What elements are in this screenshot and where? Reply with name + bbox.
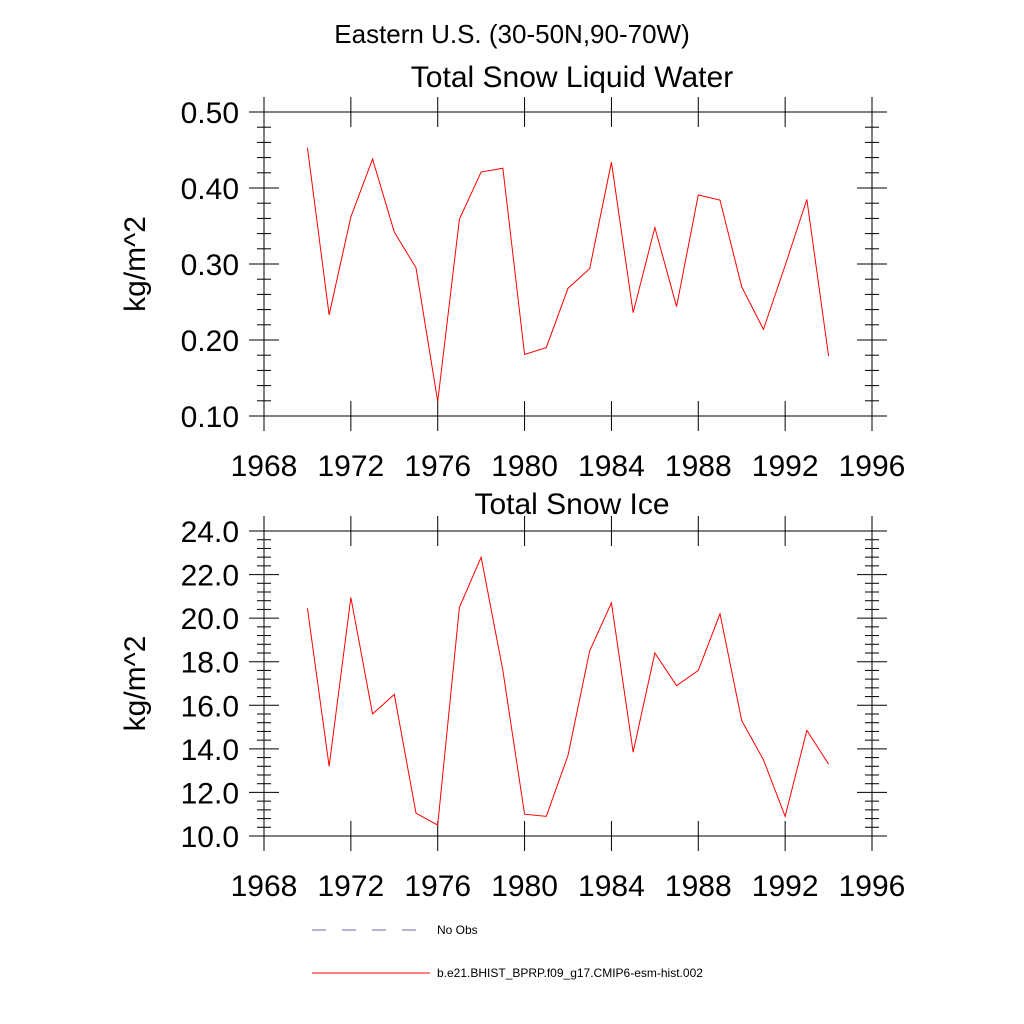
x-tick-label: 1988 (665, 450, 732, 483)
y-tick-label: 12.0 (181, 777, 239, 810)
y-tick-label: 0.50 (181, 97, 239, 130)
y-tick-label: 24.0 (181, 516, 239, 549)
x-tick-label: 1976 (404, 450, 471, 483)
y-tick-label: 14.0 (181, 734, 239, 767)
x-tick-label: 1996 (839, 870, 906, 903)
x-tick-label: 1996 (839, 450, 906, 483)
y-tick-label: 0.30 (181, 249, 239, 282)
x-tick-label: 1972 (317, 450, 384, 483)
series-line (306, 147, 830, 402)
y-axis-label: kg/m^2 (119, 216, 152, 312)
y-tick-label: 0.10 (181, 401, 239, 434)
x-tick-label: 1968 (231, 450, 298, 483)
y-axis-label: kg/m^2 (119, 636, 152, 732)
y-tick-label: 0.40 (181, 173, 239, 206)
x-tick-label: 1984 (578, 870, 645, 903)
x-tick-label: 1992 (752, 450, 819, 483)
x-tick-label: 1988 (665, 870, 732, 903)
chart-title: Total Snow Ice (474, 488, 669, 521)
y-tick-label: 0.20 (181, 325, 239, 358)
x-tick-label: 1976 (404, 870, 471, 903)
plot-frame (263, 530, 873, 837)
series-line (306, 555, 829, 826)
chart-title: Total Snow Liquid Water (411, 61, 733, 94)
x-tick-label: 1980 (491, 450, 558, 483)
y-tick-label: 10.0 (181, 821, 239, 854)
x-tick-label: 1992 (752, 870, 819, 903)
y-tick-label: 16.0 (181, 690, 239, 723)
x-tick-label: 1980 (491, 870, 558, 903)
chart-panel-snow-liquid-water: Total Snow Liquid Water 1968 1972 1976 1980 1… (119, 61, 905, 483)
plot-frame (263, 111, 873, 417)
x-tick-label: 1984 (578, 450, 645, 483)
y-tick-label: 18.0 (181, 647, 239, 680)
figure-suptitle: Eastern U.S. (30-50N,90-70W) (334, 19, 689, 49)
x-tick-label: 1972 (317, 870, 384, 903)
legend: No Obs b.e21.BHIST_BPRP.f09_g17.CMIP6-es… (312, 923, 703, 980)
legend-label-model: b.e21.BHIST_BPRP.f09_g17.CMIP6-esm-hist.… (437, 966, 703, 980)
legend-label-no-obs: No Obs (437, 923, 478, 937)
y-tick-label: 20.0 (181, 603, 239, 636)
chart-panel-snow-ice: Total Snow Ice 1968 1972 1976 1980 1984 1988 19… (119, 488, 905, 903)
x-tick-label: 1968 (231, 870, 298, 903)
y-tick-label: 22.0 (181, 560, 239, 593)
